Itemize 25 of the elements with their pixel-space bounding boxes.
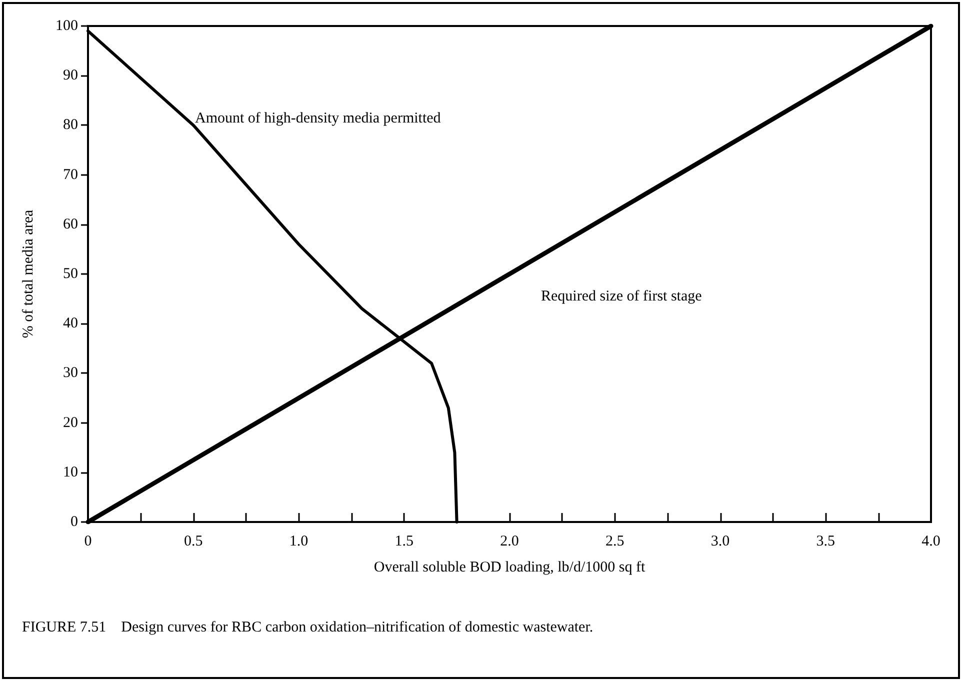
series-label: Required size of first stage [541, 288, 702, 304]
x-tick-label: 0 [84, 534, 92, 550]
y-tick-label: 50 [63, 266, 78, 282]
x-tick-label: 0.5 [184, 534, 203, 550]
y-tick-label: 20 [63, 414, 78, 431]
x-tick-label: 2.5 [606, 534, 624, 550]
y-tick-label: 100 [56, 18, 78, 34]
y-tick-label: 10 [63, 464, 78, 480]
y-tick-label: 70 [63, 166, 78, 183]
x-tick-label: 1.0 [289, 534, 308, 550]
y-axis-title: % of total media area [20, 210, 36, 338]
series-label: Amount of high-density media permitted [195, 110, 442, 126]
x-tick-label: 3.0 [710, 534, 730, 550]
caption: FIGURE 7.51 Design curves for RBC carbon oxidation–nitrification of domestic wastewater. [22, 620, 594, 636]
y-tick-label: 30 [63, 365, 78, 382]
x-tick-label: 2.0 [500, 534, 519, 550]
x-tick-label: 1.5 [394, 534, 414, 550]
y-tick-label: 90 [63, 68, 78, 84]
y-tick-label: 40 [63, 316, 78, 332]
y-tick-label: 0 [70, 514, 78, 530]
y-tick-label: 60 [63, 216, 78, 232]
x-axis-title: Overall soluble BOD loading, lb/d/1000 sq ft [374, 560, 646, 576]
x-tick-label: 3.5 [816, 534, 835, 550]
y-tick-label: 80 [63, 117, 78, 134]
x-tick-label: 4.0 [922, 534, 940, 550]
